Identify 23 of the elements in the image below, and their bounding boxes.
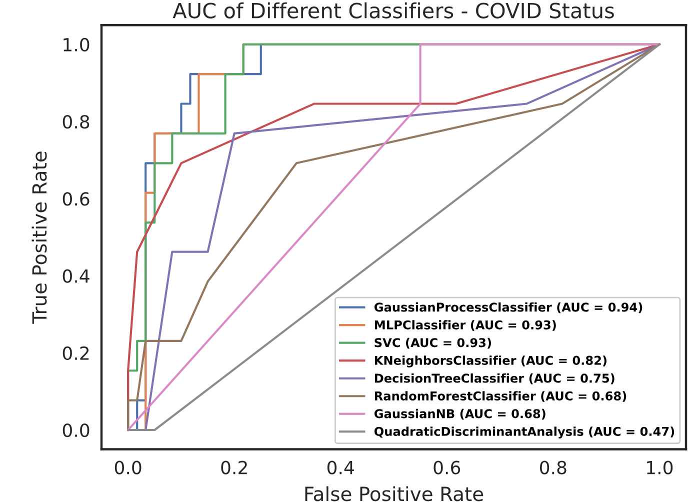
y-axis-title: True Positive Rate <box>32 152 47 324</box>
y-tick-label: 0.6 <box>62 192 90 206</box>
legend-label: GaussianProcessClassifier (AUC = 0.94) <box>374 302 642 314</box>
y-tick-label: 0.4 <box>62 269 90 283</box>
x-tick-label: 0.0 <box>114 460 142 474</box>
legend-label: QuadraticDiscriminantAnalysis (AUC = 0.47) <box>374 426 674 438</box>
legend-label: RandomForestClassifier (AUC = 0.68) <box>374 391 626 402</box>
legend-label: GaussianNB (AUC = 0.68) <box>374 408 546 420</box>
x-tick-label: 0.4 <box>327 460 354 474</box>
x-tick-label: 0.2 <box>221 460 247 474</box>
y-tick-label: 0.8 <box>62 114 90 129</box>
y-tick-label: 0.2 <box>62 346 89 360</box>
x-axis-title: False Positive Rate <box>305 486 484 502</box>
y-tick-label: 1.0 <box>64 38 90 52</box>
legend-label: MLPClassifier (AUC = 0.93) <box>374 320 556 331</box>
x-tick-label: 0.8 <box>540 460 566 474</box>
chart-title: AUC of Different Classifiers - COVID Status <box>172 2 614 18</box>
y-tick-label: 0.0 <box>62 423 90 438</box>
legend-label: SVC (AUC = 0.93) <box>374 338 491 349</box>
x-tick-label: 1.0 <box>647 460 673 474</box>
legend-label: DecisionTreeClassifier (AUC = 0.75) <box>374 373 614 384</box>
legend-label: KNeighborsClassifier (AUC = 0.82) <box>374 356 606 368</box>
x-tick-label: 0.6 <box>434 460 460 474</box>
